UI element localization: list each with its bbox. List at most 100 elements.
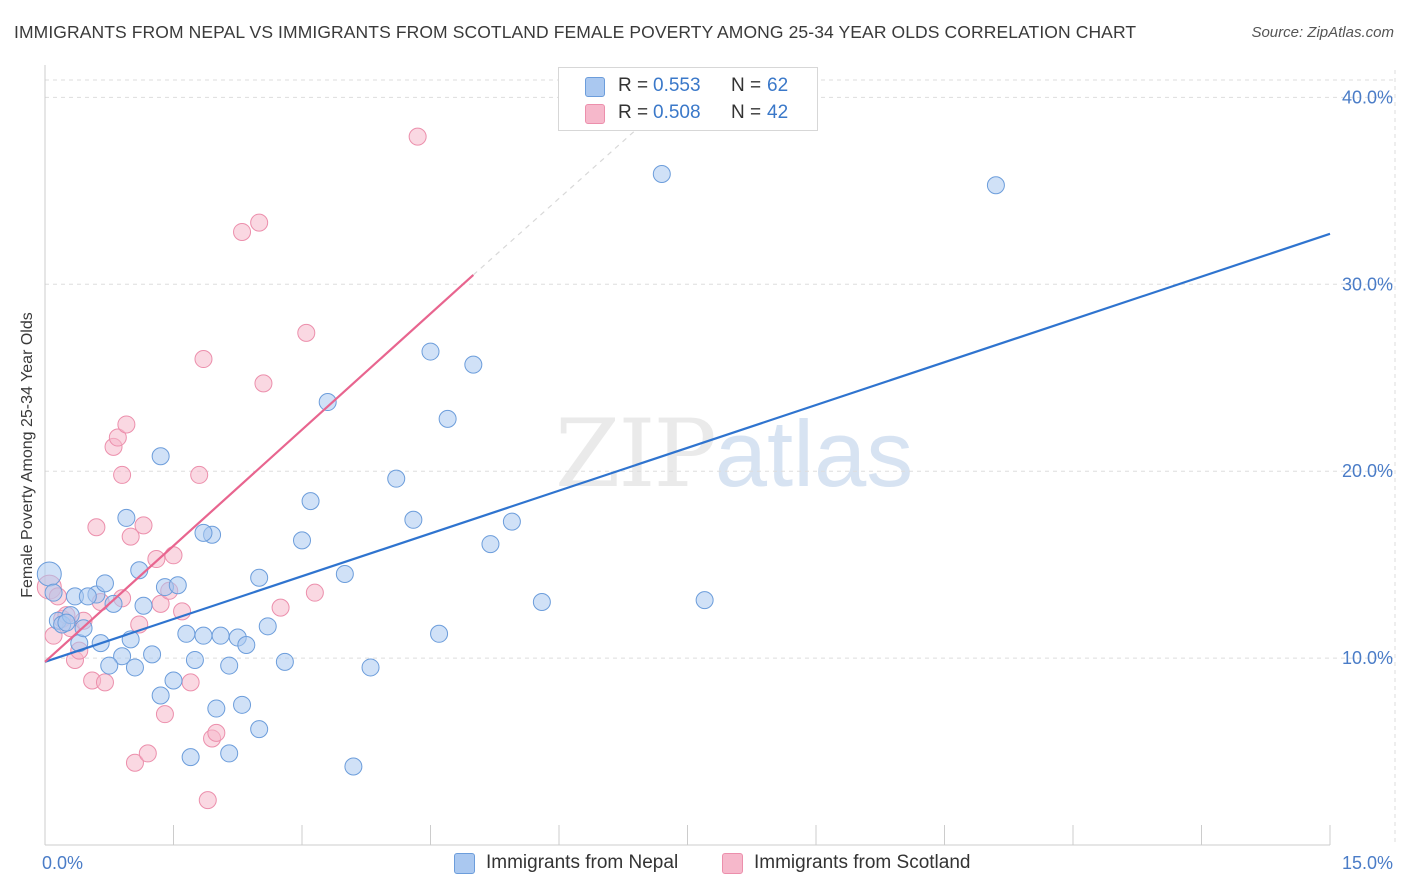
nepal-point	[151, 686, 170, 705]
nepal-point	[502, 512, 521, 531]
nepal-point	[113, 647, 132, 666]
scotland-trend-line	[44, 274, 475, 663]
nepal-point	[986, 176, 1005, 195]
nepal-point	[250, 720, 269, 739]
scotland-point	[271, 598, 290, 617]
scotland-point	[190, 465, 209, 484]
nepal-point	[57, 613, 76, 632]
nepal-point	[194, 523, 213, 542]
nepal-point	[250, 568, 269, 587]
nepal-point	[220, 744, 239, 763]
y-tick-label: 40.0%	[1342, 87, 1393, 107]
nepal-point	[233, 695, 252, 714]
scotland-point	[198, 791, 217, 810]
nepal-point	[207, 699, 226, 718]
nepal-point	[430, 624, 449, 643]
nepal-point	[258, 617, 277, 636]
nepal-point	[481, 535, 500, 554]
legend-r-value: 0.553	[653, 75, 701, 96]
y-tick-label: 10.0%	[1342, 648, 1393, 668]
scotland-swatch	[722, 853, 743, 874]
nepal-point	[143, 645, 162, 664]
nepal-point	[237, 636, 256, 655]
scotland-point	[194, 350, 213, 369]
nepal-point	[125, 658, 144, 677]
nepal-point	[301, 492, 320, 511]
nepal-point	[185, 650, 204, 669]
watermark: ZIPatlas	[555, 400, 913, 509]
scotland-swatch	[585, 104, 605, 124]
watermark-zip: ZIP	[555, 400, 717, 509]
nepal-swatch	[585, 77, 605, 97]
scotland-point	[155, 705, 174, 724]
nepal-point	[194, 626, 213, 645]
nepal-point	[181, 748, 200, 767]
x-tick-label: 15.0%	[1342, 853, 1393, 873]
scotland-point	[134, 516, 153, 535]
nepal-point	[220, 656, 239, 675]
nepal-point	[275, 652, 294, 671]
nepal-point	[293, 531, 311, 550]
legend-r-label: R =	[618, 75, 649, 96]
scotland-point	[108, 428, 127, 447]
nepal-point	[438, 409, 457, 428]
nepal-point	[421, 342, 440, 361]
x-tick-label: 0.0%	[42, 853, 83, 873]
nepal-point	[104, 594, 123, 613]
nepal-point	[168, 576, 187, 595]
scotland-point	[125, 753, 144, 772]
scotland-point	[233, 222, 252, 241]
scotland-point	[87, 518, 106, 537]
scotland-point	[121, 527, 140, 546]
scotland-point	[305, 583, 324, 602]
nepal-point	[344, 757, 363, 776]
chart-title: IMMIGRANTS FROM NEPAL VS IMMIGRANTS FROM…	[14, 22, 1137, 42]
scotland-point	[164, 546, 183, 565]
nepal-point	[100, 656, 119, 675]
y-tick-label: 30.0%	[1342, 274, 1393, 294]
bottom-legend-label: Immigrants from Nepal	[486, 852, 679, 873]
scotland-point	[95, 673, 114, 692]
nepal-point	[164, 671, 183, 690]
nepal-point	[318, 393, 337, 412]
nepal-point	[44, 583, 63, 602]
bottom-legend-label: Immigrants from Scotland	[754, 852, 971, 873]
scotland-point	[297, 323, 316, 342]
nepal-point	[36, 561, 62, 587]
nepal-point	[177, 624, 196, 643]
scotland-point	[117, 415, 136, 434]
nepal-trend-line	[44, 232, 1331, 663]
source-label: Source: ZipAtlas.com	[1251, 24, 1394, 41]
scotland-point	[250, 213, 269, 232]
y-tick-label: 20.0%	[1342, 461, 1393, 481]
legend-r-value: 0.508	[653, 102, 701, 123]
scotland-point	[254, 374, 273, 393]
nepal-point	[532, 593, 551, 612]
nepal-point	[464, 355, 483, 374]
nepal-swatch	[454, 853, 475, 874]
nepal-point	[134, 596, 153, 615]
watermark-atlas: atlas	[714, 401, 914, 506]
nepal-point	[335, 564, 354, 583]
scotland-point	[207, 723, 226, 742]
scotland-point	[181, 673, 200, 692]
nepal-point	[117, 508, 136, 527]
scotland-point	[113, 465, 132, 484]
scotland-point	[138, 744, 157, 763]
nepal-point	[404, 510, 423, 529]
scotland-point	[408, 127, 427, 146]
scotland-point	[147, 550, 166, 569]
nepal-point	[211, 626, 230, 645]
legend-n-label: N =	[731, 102, 762, 123]
scotland-trend-extension	[472, 106, 663, 276]
nepal-point	[95, 574, 114, 593]
legend-n-value: 62	[767, 75, 789, 96]
legend-n-label: N =	[731, 75, 762, 96]
legend-r-label: R =	[618, 102, 649, 123]
nepal-point	[695, 591, 714, 610]
nepal-point	[387, 469, 406, 488]
nepal-point	[151, 447, 170, 466]
correlation-legend: R = 0.553 N = 62 R = 0.508 N = 42	[558, 67, 818, 131]
nepal-point	[361, 658, 380, 677]
